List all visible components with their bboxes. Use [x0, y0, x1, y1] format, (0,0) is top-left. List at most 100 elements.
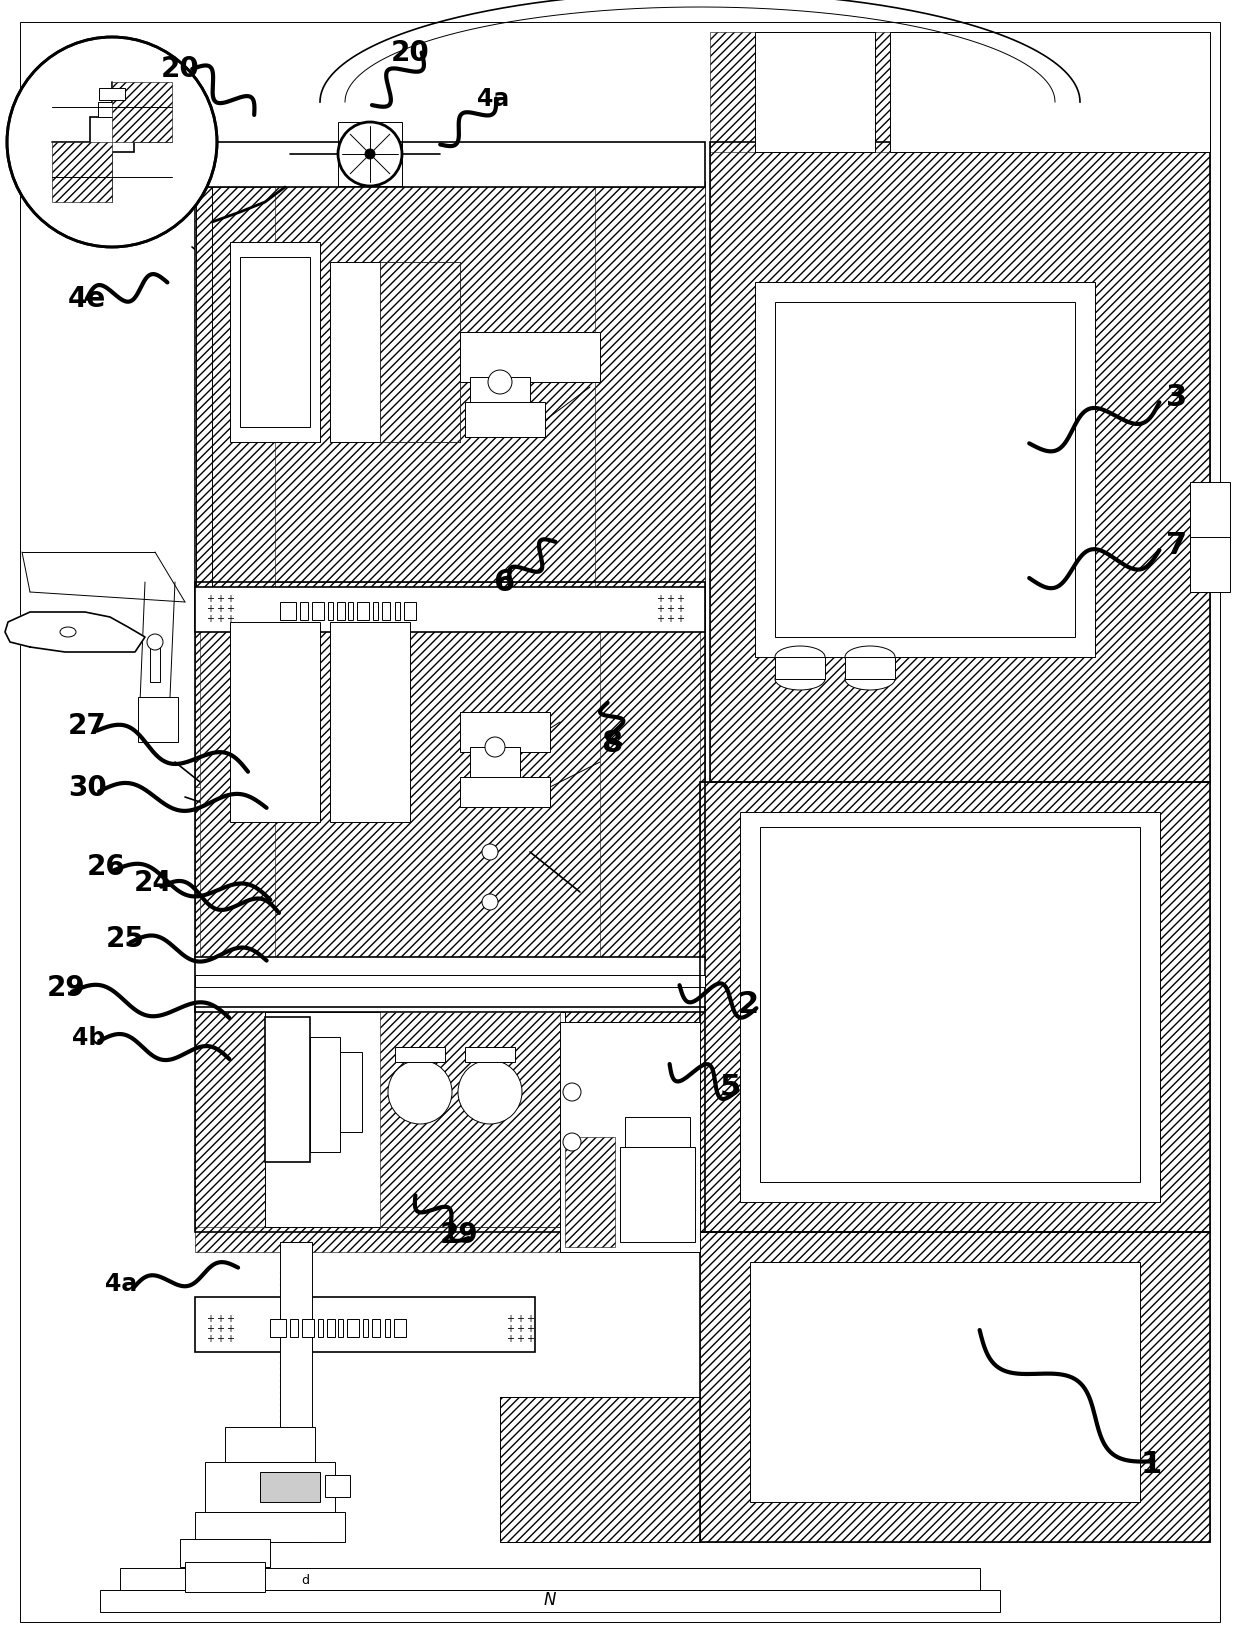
Ellipse shape [60, 627, 76, 637]
Bar [195, 1007, 706, 1232]
Bar [195, 1007, 706, 1232]
Bar [340, 1053, 362, 1131]
Text: 29: 29 [47, 974, 86, 1003]
Bar [98, 102, 126, 117]
Text: +: + [216, 1323, 224, 1333]
Text: +: + [226, 594, 234, 604]
Bar [265, 1011, 565, 1227]
Bar [195, 1227, 706, 1251]
Text: +: + [226, 1314, 234, 1323]
Text: +: + [216, 614, 224, 624]
Text: 25: 25 [105, 924, 144, 954]
Bar [373, 603, 378, 621]
Text: +: + [656, 604, 663, 614]
Bar [91, 117, 134, 153]
Circle shape [365, 149, 374, 159]
Bar [195, 581, 706, 962]
Bar [185, 1562, 265, 1593]
Text: 26: 26 [87, 852, 125, 882]
Text: +: + [516, 1333, 525, 1345]
Bar [310, 1038, 340, 1153]
Bar [205, 1461, 335, 1512]
Bar [372, 1319, 379, 1337]
Text: +: + [206, 1314, 215, 1323]
Text: +: + [226, 1323, 234, 1333]
Bar [339, 122, 402, 186]
Bar [465, 402, 546, 437]
Text: N: N [544, 1591, 557, 1609]
Bar [396, 1048, 445, 1062]
Bar [280, 603, 296, 621]
Text: +: + [676, 594, 684, 604]
Bar [195, 1297, 534, 1351]
Bar [470, 378, 529, 407]
Bar [565, 1136, 615, 1246]
Bar [711, 141, 1210, 782]
Text: +: + [666, 614, 675, 624]
Text: +: + [676, 614, 684, 624]
Bar [470, 747, 520, 782]
Bar [138, 696, 179, 742]
Bar [701, 782, 1210, 1232]
Circle shape [482, 844, 498, 860]
Bar [404, 603, 415, 621]
Bar [379, 263, 460, 442]
Circle shape [489, 369, 512, 394]
Text: +: + [526, 1333, 534, 1345]
Text: +: + [506, 1333, 515, 1345]
Text: +: + [666, 594, 675, 604]
Bar [150, 642, 160, 681]
Text: +: + [206, 1333, 215, 1345]
Bar [620, 1148, 694, 1241]
Text: +: + [206, 1323, 215, 1333]
Bar [195, 187, 275, 586]
Bar [52, 141, 112, 202]
Bar [229, 622, 320, 823]
Bar [180, 1539, 270, 1566]
Bar [120, 1568, 980, 1589]
Bar [500, 1397, 701, 1542]
Text: 7: 7 [1166, 530, 1187, 560]
Text: 27: 27 [68, 711, 107, 741]
Bar [112, 82, 172, 141]
Bar [560, 1021, 701, 1251]
Bar [844, 657, 895, 680]
Circle shape [485, 737, 505, 757]
Bar [357, 603, 370, 621]
Text: +: + [206, 614, 215, 624]
Text: 29: 29 [440, 1220, 479, 1250]
Circle shape [7, 38, 217, 246]
Circle shape [458, 1061, 522, 1125]
Bar [625, 1117, 689, 1148]
Bar [280, 1241, 312, 1542]
Circle shape [9, 39, 215, 245]
Bar [195, 957, 706, 1011]
Bar [327, 1319, 335, 1337]
Bar [290, 1319, 298, 1337]
Bar [890, 31, 1210, 153]
Text: 1: 1 [1141, 1450, 1162, 1479]
Bar [701, 1232, 1210, 1542]
Bar [195, 787, 265, 1232]
Bar [595, 187, 706, 586]
Bar [460, 777, 551, 806]
Bar [740, 813, 1159, 1202]
Text: d: d [301, 1573, 309, 1586]
Circle shape [563, 1084, 582, 1102]
Bar [775, 302, 1075, 637]
Bar [312, 603, 324, 621]
Bar [100, 1589, 999, 1612]
Text: 20: 20 [161, 54, 200, 84]
Bar [337, 603, 345, 621]
Bar [600, 586, 701, 957]
Text: 2: 2 [738, 990, 759, 1020]
Bar [260, 1471, 320, 1502]
Circle shape [339, 122, 402, 186]
Bar [1190, 537, 1230, 593]
Bar [465, 1048, 515, 1062]
Text: 4a: 4a [477, 87, 510, 110]
Bar [224, 1427, 315, 1461]
Text: +: + [526, 1323, 534, 1333]
Bar [347, 1319, 360, 1337]
Bar [317, 1319, 322, 1337]
